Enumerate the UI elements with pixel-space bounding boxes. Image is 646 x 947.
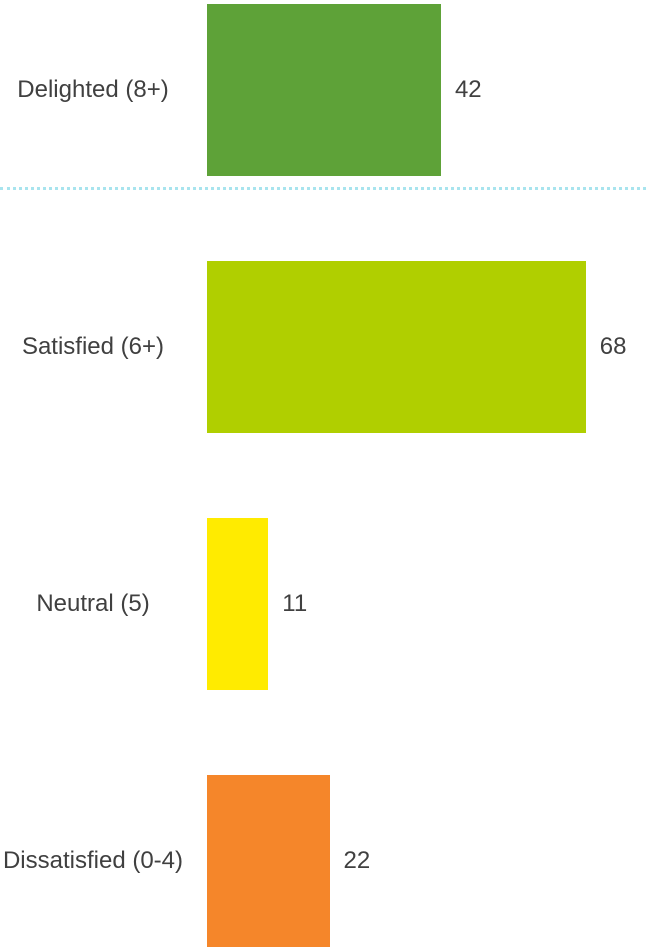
separator: [0, 187, 646, 190]
category-label: Dissatisfied (0-4): [2, 847, 184, 874]
value-label: 42: [454, 76, 482, 103]
category-label: Delighted (8+): [17, 76, 169, 103]
bar: [207, 4, 441, 176]
value-label: 22: [343, 847, 371, 874]
value-label: 11: [282, 590, 308, 617]
bar: [207, 775, 330, 947]
category-label: Satisfied (6+): [21, 333, 165, 360]
value-label: 68: [599, 333, 627, 360]
bar: [207, 518, 269, 690]
category-label: Neutral (5): [36, 590, 150, 617]
bar: [207, 261, 586, 433]
